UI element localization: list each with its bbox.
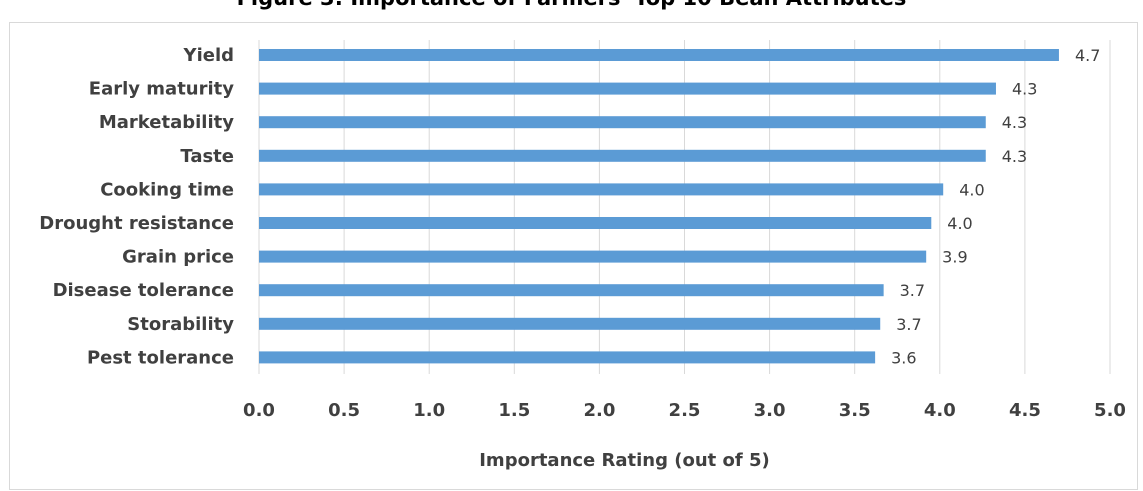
- x-tick-label: 3.5: [839, 400, 871, 421]
- data-label: 3.6: [891, 348, 916, 367]
- data-label: 4.0: [947, 214, 972, 233]
- category-label: Grain price: [122, 247, 234, 268]
- x-tick-label: 3.0: [754, 400, 786, 421]
- x-axis-title: Importance Rating (out of 5): [479, 450, 770, 471]
- x-tick-label: 1.5: [498, 400, 530, 421]
- data-label: 4.0: [959, 180, 984, 199]
- x-tick-label: 4.5: [1009, 400, 1041, 421]
- category-label: Yield: [183, 45, 234, 66]
- category-label: Early maturity: [89, 79, 234, 100]
- category-label: Disease tolerance: [53, 280, 234, 301]
- bar-chart: Yield Early maturity Marketability Taste Coo…: [39, 40, 1126, 471]
- category-label: Marketability: [99, 112, 234, 133]
- data-labels: 4.7 4.3 4.3 4.3 4.0 4.0 3.9 3.7 3.7 3.6: [891, 46, 1100, 367]
- gridlines: [258, 40, 1111, 374]
- data-label: 3.7: [900, 281, 925, 300]
- category-label: Drought resistance: [39, 213, 234, 234]
- bar: [259, 82, 996, 95]
- chart-title: Figure 3: Importance of Farmers' Top 10 …: [0, 0, 1143, 10]
- data-label: 3.7: [896, 315, 921, 334]
- bars: [259, 49, 1059, 364]
- bar: [259, 250, 927, 263]
- x-tick-label: 2.5: [669, 400, 701, 421]
- x-tick-label: 4.0: [924, 400, 956, 421]
- category-label: Cooking time: [100, 179, 234, 200]
- bar: [259, 284, 884, 297]
- x-axis-tick-labels: 0.0 0.5 1.0 1.5 2.0 2.5 3.0 3.5 4.0 4.5 5.0: [243, 400, 1126, 421]
- bar: [259, 49, 1059, 61]
- data-label: 4.3: [1002, 113, 1027, 132]
- bar: [259, 217, 932, 229]
- x-tick-label: 2.0: [583, 400, 615, 421]
- category-labels: Yield Early maturity Marketability Taste Coo…: [39, 45, 234, 368]
- bar: [259, 116, 986, 129]
- x-tick-label: 0.0: [243, 400, 275, 421]
- data-label: 4.3: [1012, 80, 1037, 99]
- bar: [259, 183, 944, 196]
- x-tick-label: 0.5: [328, 400, 360, 421]
- data-label: 3.9: [942, 248, 967, 267]
- category-label: Taste: [180, 146, 234, 167]
- category-label: Storability: [127, 314, 234, 335]
- bar: [259, 149, 986, 162]
- data-label: 4.7: [1075, 46, 1100, 65]
- bar: [259, 317, 881, 330]
- category-label: Pest tolerance: [87, 347, 234, 368]
- x-tick-label: 5.0: [1094, 400, 1126, 421]
- chart-area: Yield Early maturity Marketability Taste Coo…: [9, 22, 1138, 490]
- data-label: 4.3: [1002, 147, 1027, 166]
- x-tick-label: 1.0: [413, 400, 445, 421]
- bar: [259, 351, 876, 364]
